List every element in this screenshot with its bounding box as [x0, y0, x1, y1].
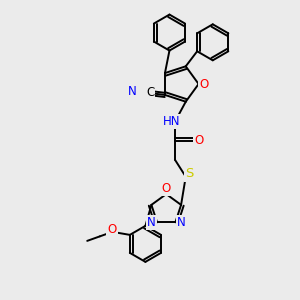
Text: O: O — [161, 182, 170, 195]
Text: N: N — [177, 216, 186, 229]
Text: S: S — [185, 167, 194, 180]
Text: HN: HN — [163, 115, 180, 128]
Text: N: N — [128, 85, 136, 98]
Text: O: O — [200, 77, 208, 91]
Text: O: O — [194, 134, 203, 147]
Text: O: O — [107, 223, 116, 236]
Text: C: C — [146, 86, 154, 99]
Text: N: N — [147, 216, 155, 229]
